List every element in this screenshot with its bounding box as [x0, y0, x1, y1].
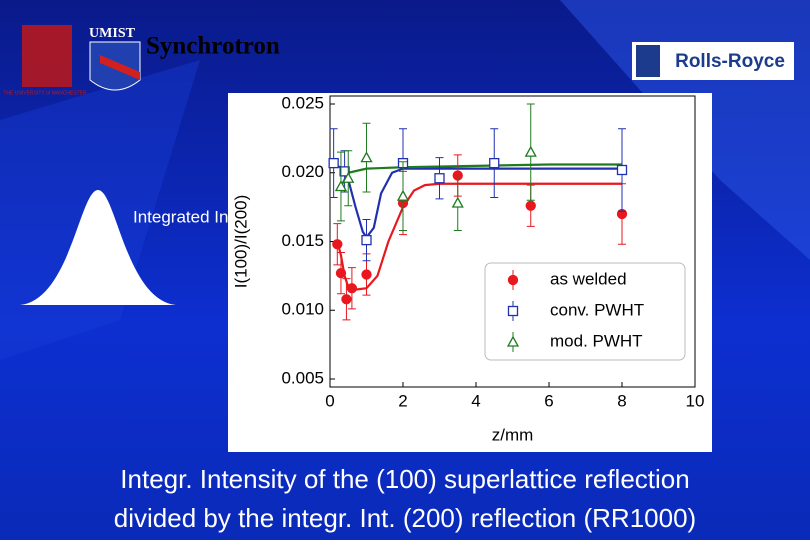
point: [361, 269, 372, 280]
point: [616, 164, 628, 176]
point: [334, 180, 348, 192]
caption-line: divided by the integr. Int. (200) reflec…: [114, 503, 696, 533]
legend-box: [484, 262, 686, 361]
rr-text: Rolls-Royce: [675, 51, 785, 72]
legend-marker: [507, 305, 519, 317]
university-text: THE UNIVERSITY of MANCHESTER: [3, 90, 87, 96]
point: [335, 267, 347, 279]
point: [360, 151, 373, 163]
point: [328, 157, 339, 169]
x-tick-label: 10: [686, 391, 705, 410]
point: [341, 294, 352, 305]
point: [434, 173, 445, 184]
point: [342, 171, 355, 183]
point: [396, 189, 410, 201]
header-title: Synchrotron: [146, 33, 280, 60]
legend-marker: [507, 274, 519, 286]
gaussian-curve: [20, 190, 176, 305]
y-tick-label: 0.010: [281, 300, 324, 319]
y-axis-label: I(100)/I(200): [231, 195, 250, 289]
legend-marker: [506, 335, 520, 347]
x-tick-label: 4: [471, 391, 480, 410]
fit-line: [336, 182, 622, 291]
caption-line: Integr. Intensity of the (100) superlatt…: [120, 464, 689, 494]
x-axis-label: z/mm: [492, 425, 534, 444]
umist-text: UMIST: [89, 26, 136, 41]
y-tick-label: 0.015: [281, 231, 324, 250]
y-tick-label: 0.005: [281, 368, 324, 387]
x-tick-label: 8: [617, 391, 626, 410]
legend-label: mod. PWHT: [550, 331, 643, 350]
point: [346, 283, 358, 294]
x-tick-label: 6: [544, 391, 553, 410]
legend-label: as welded: [550, 269, 627, 288]
point: [489, 157, 500, 169]
umist-shield: [100, 55, 140, 80]
point: [451, 196, 464, 208]
plot: 0.005 0.010 0.015 0.020 0.025 0 2 4 6 8 10 z/mm I(10…: [231, 93, 704, 444]
y-tick-label: 0.020: [281, 162, 324, 181]
point: [524, 145, 537, 157]
manchester-logo: [22, 25, 72, 87]
legend-label: conv. PWHT: [550, 300, 644, 319]
x-tick-label: 2: [398, 391, 407, 410]
x-tick-label: 0: [325, 391, 334, 410]
rr-badge: [636, 45, 660, 77]
point: [361, 234, 372, 246]
y-tick-label: 0.025: [281, 93, 324, 112]
point: [339, 166, 350, 177]
point: [332, 239, 343, 250]
point: [525, 200, 536, 211]
